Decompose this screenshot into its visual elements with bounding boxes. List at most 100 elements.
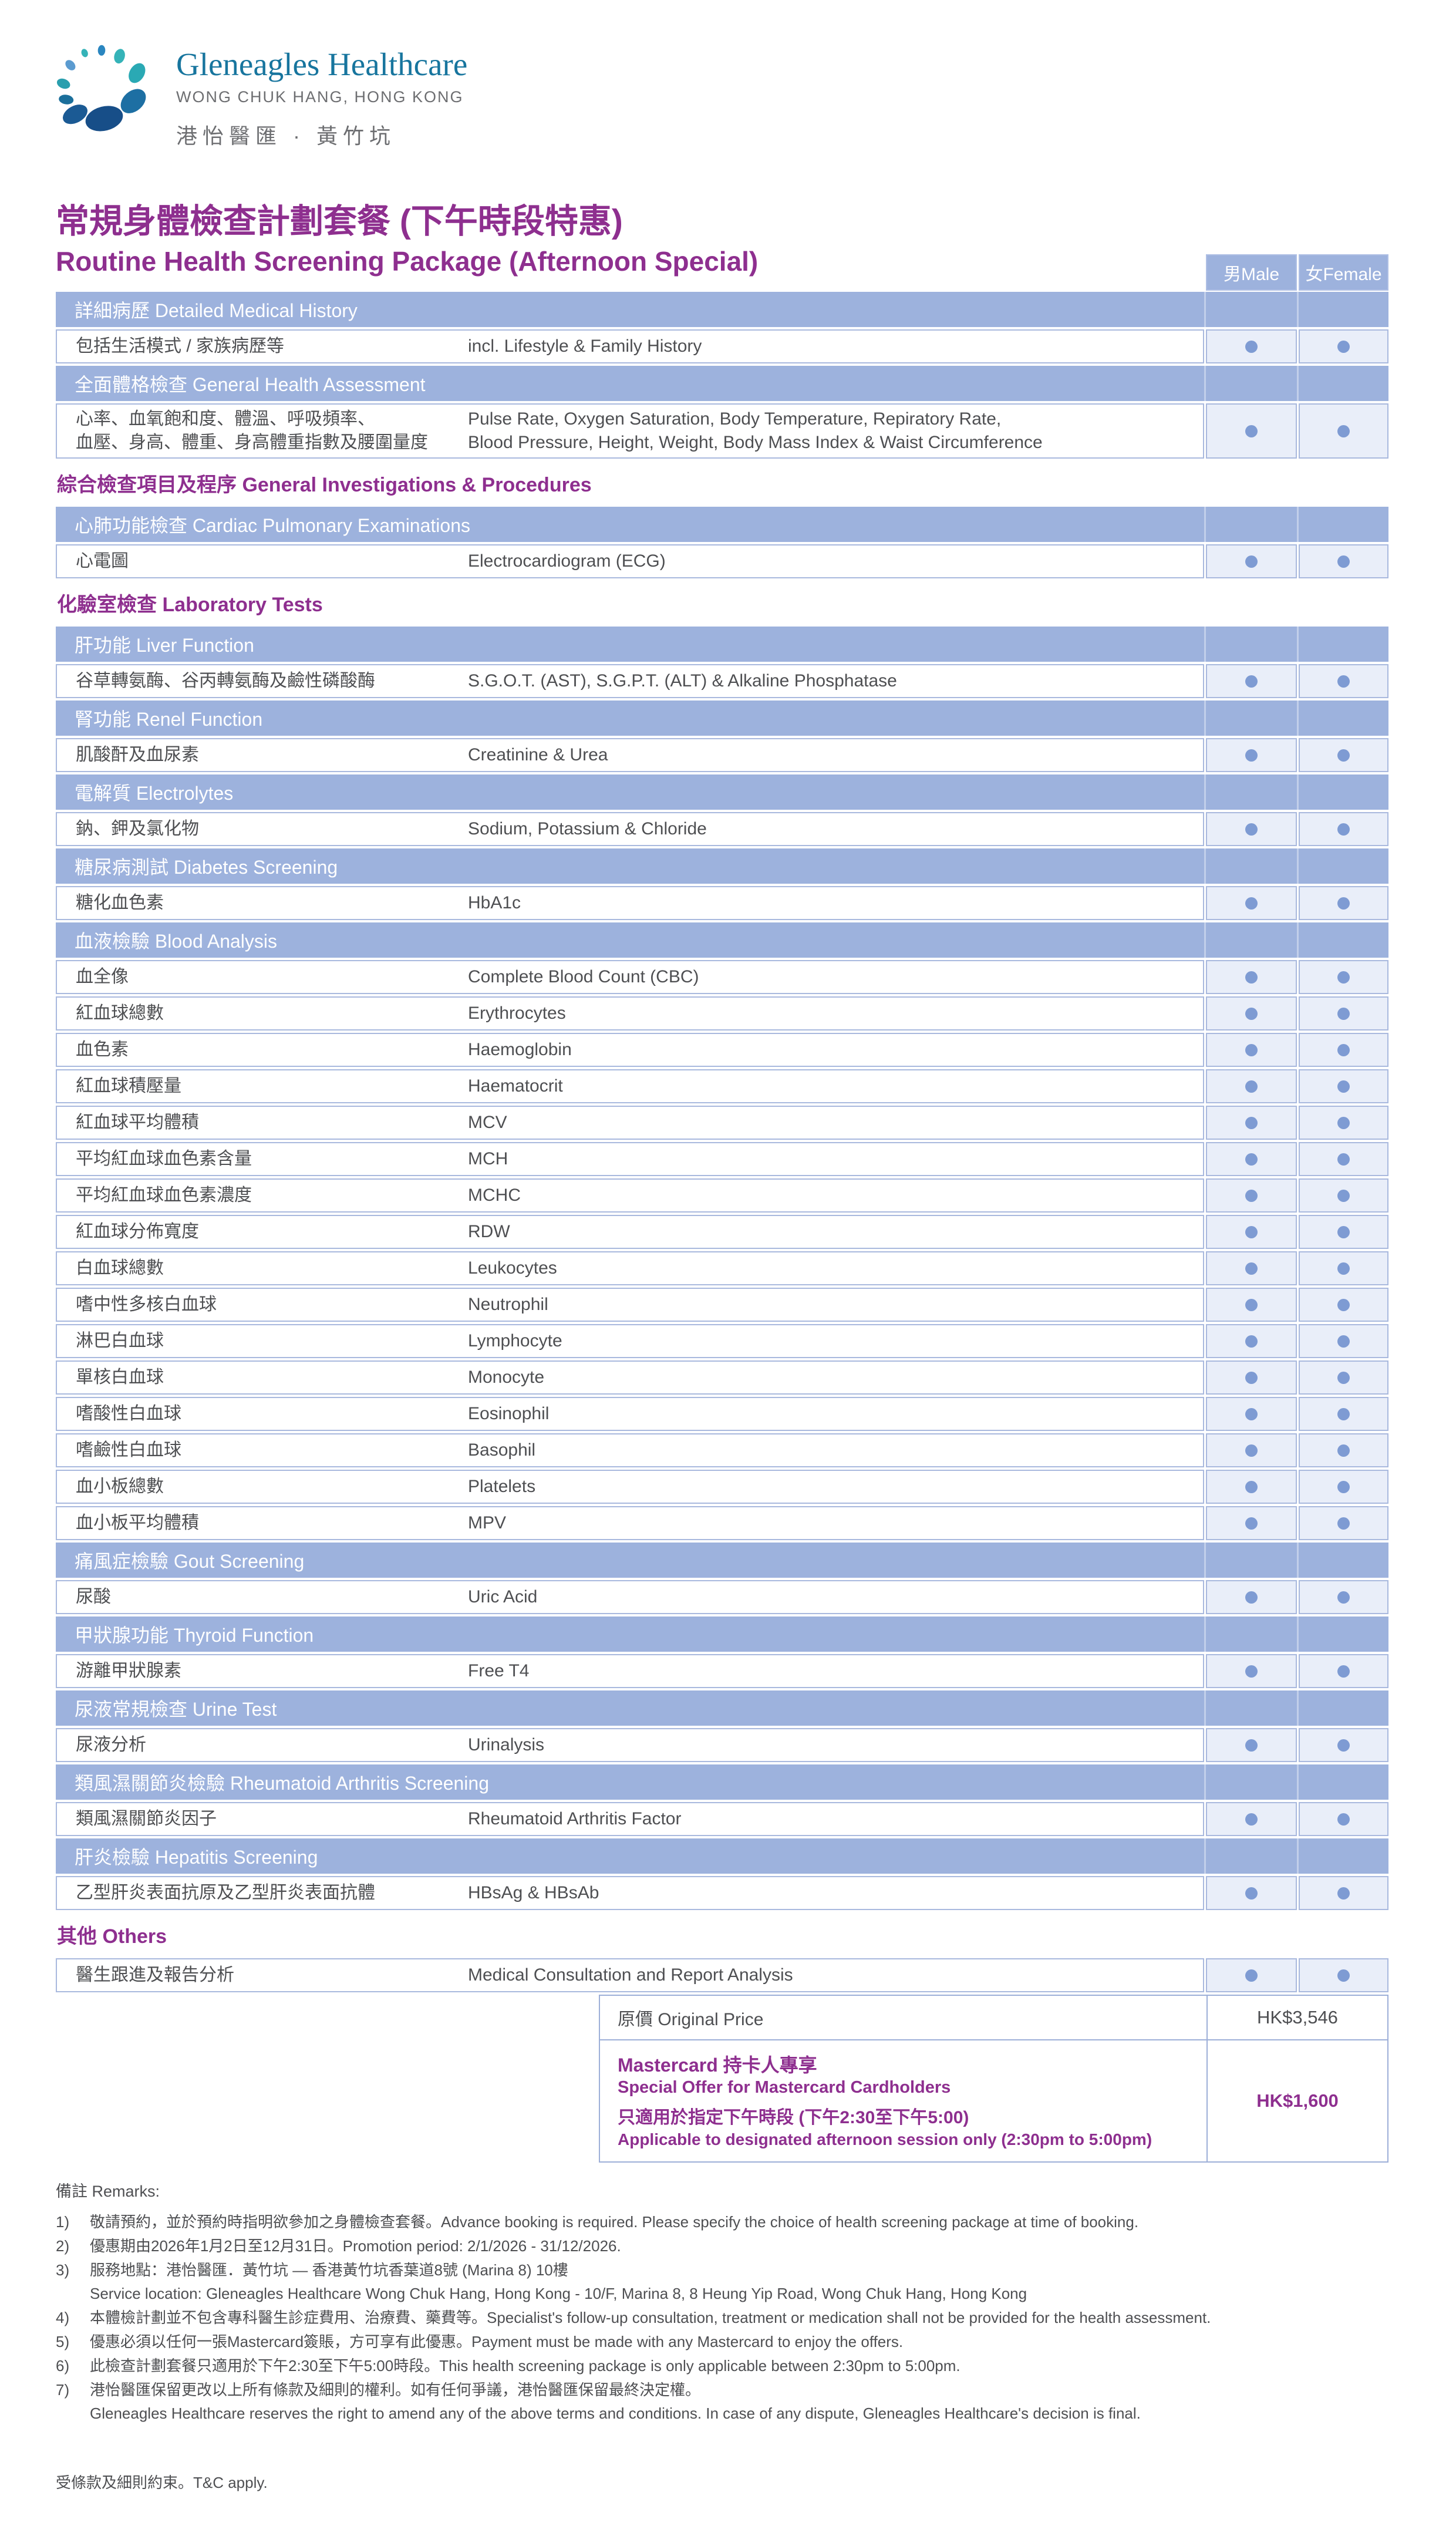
item-en: Pulse Rate, Oxygen Saturation, Body Temp… (468, 409, 1043, 452)
male-cell (1206, 1654, 1297, 1688)
table-row: 鈉、鉀及氯化物 Sodium, Potassium & Chloride (56, 812, 1388, 846)
remark-text: 優惠期由2026年1月2日至12月31日。Promotion period: 2… (90, 2237, 621, 2255)
item-zh: 白血球總數 (76, 1258, 164, 1278)
section-title: 全面體格檢查 General Health Assessment (75, 374, 426, 395)
table-row: 血色素 Haemoglobin (56, 1033, 1388, 1067)
table-row: 心電圖 Electrocardiogram (ECG) (56, 544, 1388, 578)
table-row: 血全像 Complete Blood Count (CBC) (56, 960, 1388, 994)
female-dot (1337, 1813, 1350, 1826)
item-cell: 乙型肝炎表面抗原及乙型肝炎表面抗體 HBsAg & HBsAb (56, 1876, 1204, 1910)
table-row: 淋巴白血球 Lymphocyte (56, 1324, 1388, 1358)
remark-number: 6) (56, 2357, 70, 2375)
item-en: Complete Blood Count (CBC) (468, 967, 699, 986)
male-dot (1245, 340, 1258, 353)
male-cell (1206, 1470, 1297, 1504)
female-dot (1337, 1887, 1350, 1900)
item-en: Platelets (468, 1477, 536, 1496)
female-cell (1299, 1506, 1388, 1540)
female-dot (1337, 1116, 1350, 1129)
male-dot (1245, 1887, 1258, 1900)
male-cell (1206, 544, 1297, 578)
section-title: 腎功能 Renel Function (75, 709, 263, 730)
tc-footer: 受條款及細則約束。T&C apply. (56, 2474, 268, 2491)
male-dot (1245, 823, 1258, 836)
female-dot (1337, 1335, 1350, 1348)
item-en: Lymphocyte (468, 1331, 562, 1351)
section-header-row: 詳細病歷 Detailed Medical History (56, 292, 1388, 327)
remark-item: 3) 服務地點：港怡醫匯．黃竹坑 — 香港黃竹坑香葉道8號 (Marina 8)… (56, 2258, 1406, 2305)
item-en: Monocyte (468, 1368, 545, 1387)
item-cell: 血小板平均體積 MPV (56, 1506, 1204, 1540)
female-dot (1337, 1407, 1350, 1420)
remark-number: 5) (56, 2333, 70, 2350)
brand-chinese-name: 港怡醫匯 · 黃竹坑 (176, 124, 396, 148)
male-dot (1245, 1813, 1258, 1826)
male-cell (1206, 1142, 1297, 1176)
table-row: 血小板平均體積 MPV (56, 1506, 1388, 1540)
original-price-row: 原價 Original Price HK$3,546 (600, 1996, 1387, 2040)
male-cell (1206, 1433, 1297, 1467)
item-en: Leukocytes (468, 1258, 557, 1278)
item-cell: 嗜酸性白血球 Eosinophil (56, 1397, 1204, 1431)
male-cell (1206, 664, 1297, 698)
male-cell (1206, 1106, 1297, 1140)
male-dot (1245, 1407, 1258, 1420)
male-cell (1206, 1069, 1297, 1103)
original-price-value: HK$3,546 (1206, 1996, 1387, 2039)
table-row: 類風濕關節炎因子 Rheumatoid Arthritis Factor (56, 1802, 1388, 1836)
item-cell: 心率、血氧飽和度、體溫、呼吸頻率、 血壓、身高、體重、身高體重指數及腰圍量度 Pu… (56, 403, 1204, 459)
remark-item: 1) 敬請預約，並於預約時指明欲參加之身體檢查套餐。Advance bookin… (56, 2210, 1406, 2234)
section-title: 電解質 Electrolytes (75, 783, 234, 804)
item-zh: 類風濕關節炎因子 (76, 1809, 217, 1828)
female-cell (1299, 996, 1388, 1030)
item-zh: 乙型肝炎表面抗原及乙型肝炎表面抗體 (76, 1883, 375, 1902)
item-cell: 淋巴白血球 Lymphocyte (56, 1324, 1204, 1358)
male-cell (1206, 1958, 1297, 1992)
male-dot (1245, 971, 1258, 984)
item-en: HBsAg & HBsAb (468, 1883, 599, 1902)
female-cell (1299, 1324, 1388, 1358)
item-en: MPV (468, 1513, 507, 1533)
female-dot (1337, 425, 1350, 437)
female-dot (1337, 1591, 1350, 1604)
item-zh: 平均紅血球血色素濃度 (76, 1186, 252, 1205)
remarks-section: 備註 Remarks: 1) 敬請預約，並於預約時指明欲參加之身體檢查套餐。Ad… (56, 2180, 1406, 2426)
item-zh: 嗜中性多核白血球 (76, 1295, 217, 1314)
item-en: Haematocrit (468, 1076, 563, 1096)
female-dot (1337, 1043, 1350, 1056)
table-row: 平均紅血球血色素含量 MCH (56, 1142, 1388, 1176)
male-dot (1245, 897, 1258, 910)
column-header-female: 女Female (1299, 254, 1388, 291)
male-cell (1206, 960, 1297, 994)
item-en: RDW (468, 1222, 510, 1241)
male-dot (1245, 1225, 1258, 1238)
item-zh: 尿液分析 (76, 1735, 146, 1754)
item-en: Sodium, Potassium & Chloride (468, 819, 707, 838)
male-cell (1206, 1360, 1297, 1395)
female-cell (1299, 1069, 1388, 1103)
item-zh: 游離甲狀腺素 (76, 1661, 181, 1681)
table-row: 白血球總數 Leukocytes (56, 1251, 1388, 1285)
section-header-row: 糖尿病測試 Diabetes Screening (56, 848, 1388, 884)
remark-item: 6) 此檢查計劃套餐只適用於下午2:30至下午5:00時段。This healt… (56, 2354, 1406, 2377)
male-cell (1206, 403, 1297, 459)
table-row: 肌酸酐及血尿素 Creatinine & Urea (56, 738, 1388, 772)
item-cell: 心電圖 Electrocardiogram (ECG) (56, 544, 1204, 578)
page-title-en: Routine Health Screening Package (Aftern… (56, 246, 759, 277)
item-en: MCV (468, 1113, 507, 1132)
female-dot (1337, 1517, 1350, 1530)
item-cell: 谷草轉氨酶、谷丙轉氨酶及鹼性磷酸酶 S.G.O.T. (AST), S.G.P.… (56, 664, 1204, 698)
item-cell: 包括生活模式 / 家族病歷等 incl. Lifestyle & Family … (56, 329, 1204, 363)
item-cell: 紅血球積壓量 Haematocrit (56, 1069, 1204, 1103)
remark-text: 港怡醫匯保留更改以上所有條款及細則的權利。如有任何爭議，港怡醫匯保留最終決定權。… (90, 2381, 1141, 2422)
female-cell (1299, 1397, 1388, 1431)
male-cell (1206, 1178, 1297, 1213)
item-zh: 嗜鹼性白血球 (76, 1440, 181, 1460)
item-cell: 紅血球分佈寬度 RDW (56, 1215, 1204, 1249)
item-zh: 醫生跟進及報告分析 (76, 1965, 234, 1985)
screening-table: 男Male 女Female 詳細病歷 Detailed Medical Hist… (56, 254, 1388, 2163)
male-cell (1206, 1876, 1297, 1910)
section-title: 尿液常規檢查 Urine Test (75, 1699, 277, 1720)
table-row: 尿酸 Uric Acid (56, 1580, 1388, 1614)
gleneagles-logo-icon (56, 45, 146, 132)
